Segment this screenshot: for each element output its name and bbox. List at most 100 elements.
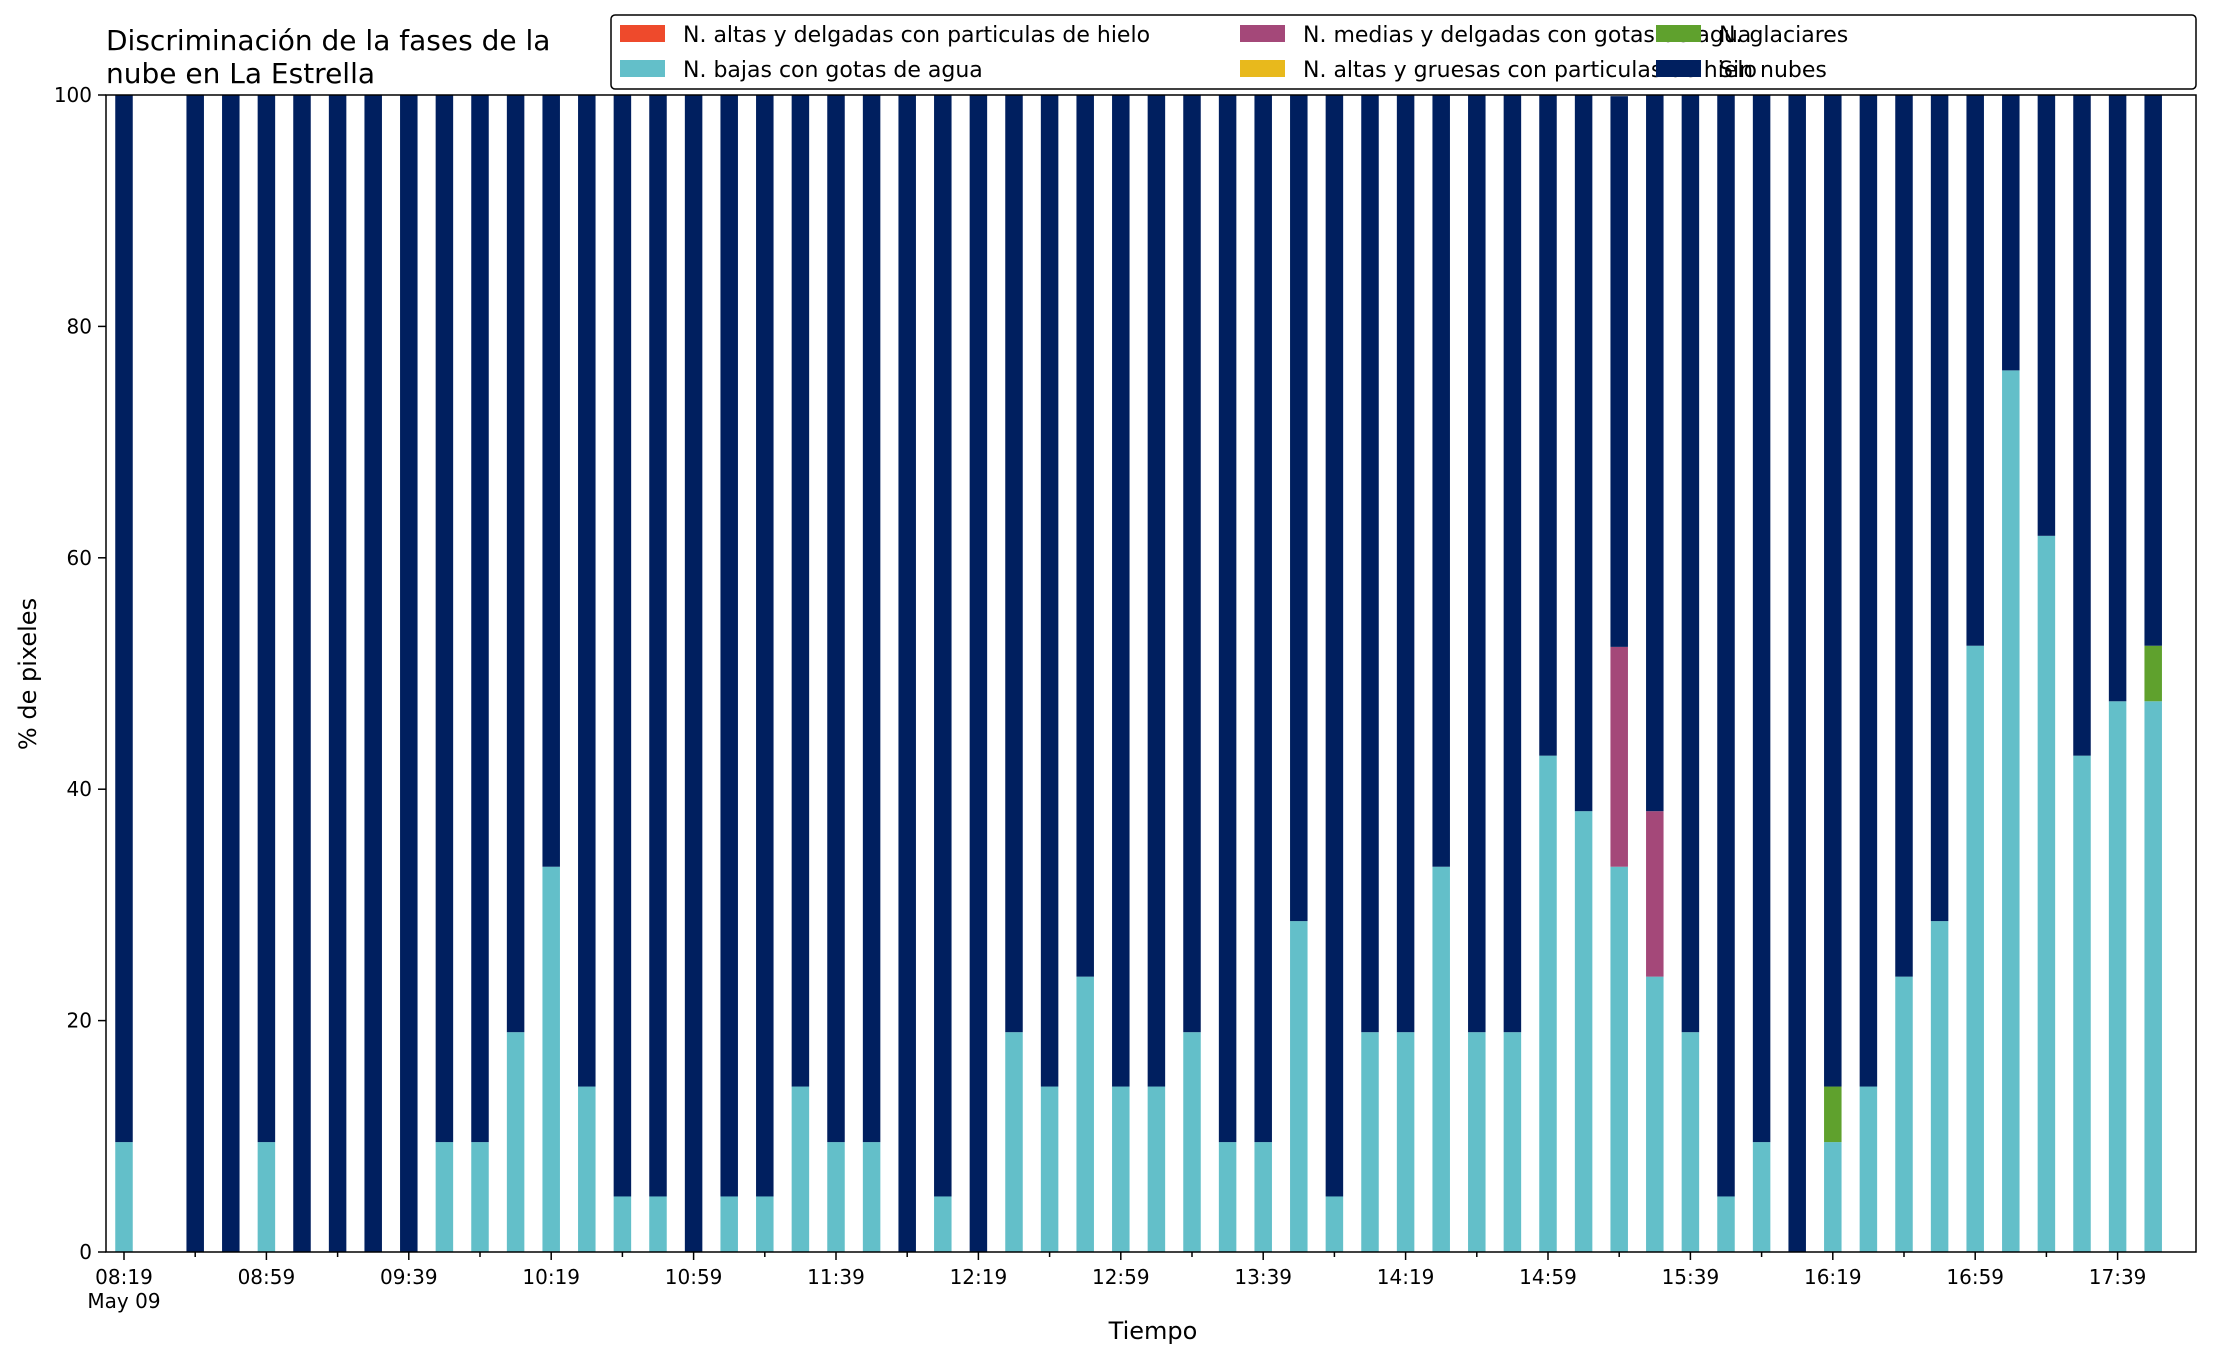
bar-segment-n-bajas-con-gotas-de-agua-1049 xyxy=(649,1196,667,1252)
x-tick-label: 15:39 xyxy=(1662,1265,1720,1289)
bar-segment-sin-nubes-0909 xyxy=(293,95,311,1252)
bar-segment-sin-nubes-1409 xyxy=(1361,95,1379,1033)
bar-segment-n-bajas-con-gotas-de-agua-0949 xyxy=(435,1142,454,1252)
x-tick-label: 12:19 xyxy=(950,1265,1008,1289)
bar-segment-n-bajas-con-gotas-de-agua-1559 xyxy=(1752,1142,1771,1252)
y-tick-label: 80 xyxy=(67,314,92,338)
x-axis-label: Tiempo xyxy=(1108,1317,1198,1345)
legend-label-n-bajas-con-gotas-de-agua: N. bajas con gotas de agua xyxy=(683,58,983,83)
bar-segment-n-bajas-con-gotas-de-agua-1519 xyxy=(1610,866,1628,1252)
x-tick-label: 10:59 xyxy=(665,1265,723,1289)
bar-segment-n-bajas-con-gotas-de-agua-1419 xyxy=(1396,1032,1415,1252)
bar-segment-sin-nubes-1219 xyxy=(969,95,988,1252)
bar-segment-n-bajas-con-gotas-de-agua-1439 xyxy=(1468,1032,1486,1252)
bar-segment-sin-nubes-0819 xyxy=(115,95,133,1143)
bar-segment-sin-nubes-1109 xyxy=(720,95,738,1197)
bar-segment-n-bajas-con-gotas-de-agua-1009 xyxy=(506,1032,525,1252)
legend: N. altas y delgadas con particulas de hi… xyxy=(610,14,2197,90)
bar-segment-sin-nubes-1429 xyxy=(1432,95,1450,867)
bar-segment-sin-nubes-0959 xyxy=(471,95,489,1143)
bar-segment-sin-nubes-1249 xyxy=(1076,95,1094,977)
bar-segment-n-bajas-con-gotas-de-agua-1339 xyxy=(1254,1142,1272,1252)
x-tick-label: 13:39 xyxy=(1234,1265,1292,1289)
bar-segment-sin-nubes-1209 xyxy=(934,95,952,1197)
bar-segment-sin-nubes-1019 xyxy=(542,95,560,867)
bar-segment-n-bajas-con-gotas-de-agua-1619 xyxy=(1824,1142,1842,1252)
bar-segment-n-bajas-con-gotas-de-agua-1019 xyxy=(542,866,560,1252)
bar-segment-sin-nubes-0939 xyxy=(400,95,418,1252)
bar-segment-sin-nubes-1639 xyxy=(1895,95,1913,977)
x-tick-label: 12:59 xyxy=(1092,1265,1150,1289)
bar-segment-n-bajas-con-gotas-de-agua-1129 xyxy=(791,1086,810,1252)
bar-segment-sin-nubes-1229 xyxy=(1005,95,1023,1033)
bar-segment-n-bajas-con-gotas-de-agua-1529 xyxy=(1646,976,1664,1252)
bar-segment-n-bajas-con-gotas-de-agua-1229 xyxy=(1005,1032,1023,1252)
bar-segment-n-bajas-con-gotas-de-agua-1509 xyxy=(1574,811,1593,1252)
legend-swatch-n-altas-y-delgadas-con-particulas-de-hielo xyxy=(620,25,665,42)
legend-label-sin-nubes: Sin nubes xyxy=(1719,58,1827,83)
x-tick-label: 16:59 xyxy=(1946,1265,2004,1289)
bar-segment-sin-nubes-1709 xyxy=(2002,95,2020,371)
x-tick-label: 14:19 xyxy=(1377,1265,1435,1289)
bar-segment-n-bajas-con-gotas-de-agua-1309 xyxy=(1147,1086,1166,1252)
bar-segment-n-bajas-con-gotas-de-agua-1329 xyxy=(1218,1142,1237,1252)
y-tick-label: 60 xyxy=(67,546,92,570)
x-axis: 08:19 08:59 09:39 10:19 10:59 11:39 12:19 12:59… xyxy=(87,1252,2146,1313)
bar-segment-n-bajas-con-gotas-de-agua-1729 xyxy=(2073,755,2091,1252)
bar-segment-sin-nubes-1319 xyxy=(1183,95,1201,1033)
bar-segment-n-bajas-con-gotas-de-agua-1109 xyxy=(720,1196,738,1252)
bar-segment-sin-nubes-1039 xyxy=(613,95,632,1197)
bar-segment-sin-nubes-1729 xyxy=(2073,95,2091,756)
x-tick-label: 11:39 xyxy=(807,1265,865,1289)
bar-segment-n-bajas-con-gotas-de-agua-1629 xyxy=(1859,1086,1878,1252)
bar-segment-n-bajas-con-gotas-de-agua-1409 xyxy=(1361,1032,1379,1252)
bar-segment-sin-nubes-1359 xyxy=(1325,95,1344,1197)
bar-segment-n-bajas-con-gotas-de-agua-1649 xyxy=(1930,921,1949,1252)
bar-segment-sin-nubes-1139 xyxy=(827,95,845,1143)
bar-segment-sin-nubes-1239 xyxy=(1040,95,1059,1087)
bar-segment-sin-nubes-0839 xyxy=(186,95,204,1252)
bar-segment-sin-nubes-1549 xyxy=(1717,95,1735,1197)
bar-segment-sin-nubes-1749 xyxy=(2144,95,2162,646)
y-axis-label: % de pixeles xyxy=(14,598,42,750)
bar-segment-sin-nubes-0919 xyxy=(328,95,347,1252)
bar-segment-sin-nubes-0859 xyxy=(257,95,276,1143)
bar-segment-sin-nubes-1339 xyxy=(1254,95,1272,1143)
bar-segment-sin-nubes-1029 xyxy=(578,95,596,1087)
bar-segment-sin-nubes-1739 xyxy=(2108,95,2127,702)
bar-segment-n-bajas-con-gotas-de-agua-1549 xyxy=(1717,1196,1735,1252)
bar-segment-n-bajas-con-gotas-de-agua-1259 xyxy=(1112,1086,1130,1252)
legend-swatch-sin-nubes xyxy=(1656,60,1701,77)
bar-segment-sin-nubes-1009 xyxy=(506,95,525,1033)
legend-label-n-glaciares: N. glaciares xyxy=(1719,23,1848,48)
bar-segment-sin-nubes-1129 xyxy=(791,95,810,1087)
legend-label-n-altas-y-delgadas-con-particulas-de-hielo: N. altas y delgadas con particulas de hi… xyxy=(683,23,1150,48)
chart-title: Discriminación de la fases de la nube en … xyxy=(106,24,550,90)
bar-segment-n-bajas-con-gotas-de-agua-1239 xyxy=(1040,1086,1059,1252)
bar-segment-sin-nubes-1419 xyxy=(1396,95,1415,1033)
bar-segment-n-bajas-con-gotas-de-agua-1539 xyxy=(1681,1032,1700,1252)
legend-swatch-n-glaciares xyxy=(1656,25,1701,42)
bar-segment-sin-nubes-1439 xyxy=(1468,95,1486,1033)
legend-frame xyxy=(610,14,2197,90)
bar-segment-sin-nubes-1609 xyxy=(1788,95,1806,1252)
bar-segment-sin-nubes-1539 xyxy=(1681,95,1700,1033)
x-tick-label: 17:39 xyxy=(2089,1265,2147,1289)
bar-segment-sin-nubes-1159 xyxy=(898,95,916,1252)
legend-swatch-n-bajas-con-gotas-de-agua xyxy=(620,60,665,77)
bar-segment-n-bajas-con-gotas-de-agua-1209 xyxy=(934,1196,952,1252)
bar-segment-n-bajas-con-gotas-de-agua-1349 xyxy=(1290,921,1308,1252)
bar-segment-n-medias-y-delgadas-con-gotas-de-agua-1529 xyxy=(1646,811,1664,977)
bars-layer xyxy=(115,95,2162,1252)
bar-segment-sin-nubes-0949 xyxy=(435,95,454,1143)
y-tick-label: 100 xyxy=(54,83,92,107)
bar-segment-sin-nubes-1459 xyxy=(1539,95,1557,756)
bar-segment-sin-nubes-1059 xyxy=(684,95,703,1252)
bar-segment-sin-nubes-1119 xyxy=(756,95,774,1197)
bar-segment-n-bajas-con-gotas-de-agua-1719 xyxy=(2037,535,2056,1252)
bar-segment-sin-nubes-1619 xyxy=(1824,95,1842,1087)
y-tick-label: 20 xyxy=(67,1009,92,1033)
bar-segment-sin-nubes-0929 xyxy=(364,95,382,1252)
legend-swatch-n-medias-y-delgadas-con-gotas-de-agua xyxy=(1240,25,1285,42)
